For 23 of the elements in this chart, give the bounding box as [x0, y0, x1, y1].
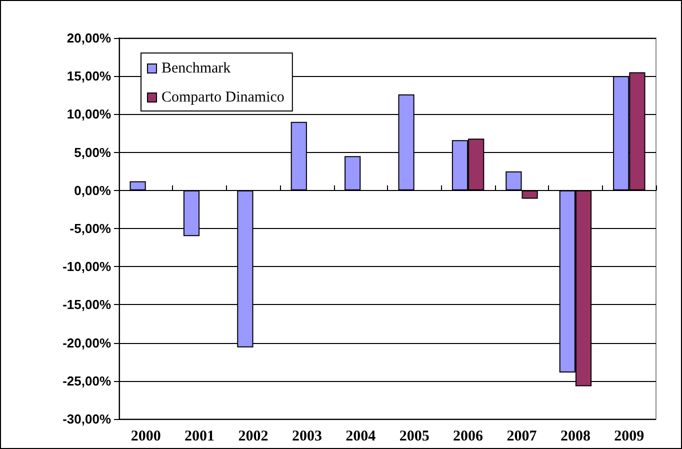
x-tick-label: 2003 [292, 428, 322, 444]
legend-label: Benchmark [162, 60, 232, 76]
x-tick-label: 2007 [506, 428, 538, 444]
y-tick-label: 5,00% [74, 144, 112, 160]
x-tick-label: 2009 [614, 428, 644, 444]
y-tick-label: -15,00% [62, 297, 112, 312]
legend-label: Comparto Dinamico [162, 90, 284, 106]
x-tick-label: 2006 [453, 428, 484, 444]
x-tick-label: 2008 [560, 428, 590, 444]
y-tick-label: 20,00% [66, 30, 112, 46]
x-tick-label: 2002 [238, 428, 268, 444]
y-tick-label: -5,00% [70, 221, 112, 236]
x-tick-label: 2000 [130, 428, 161, 444]
y-tick-label: -25,00% [62, 373, 112, 388]
y-tick-label: 10,00% [66, 106, 112, 122]
y-tick-label: -30,00% [62, 412, 112, 426]
y-tick-label: 0,00% [74, 182, 112, 198]
x-tick-label: 2004 [346, 428, 376, 444]
y-tick-label: -20,00% [62, 335, 112, 350]
x-tick-label: 2005 [399, 428, 430, 444]
y-tick-label: -10,00% [62, 259, 112, 274]
y-tick-label: 15,00% [66, 68, 112, 84]
x-tick-label: 2001 [184, 428, 215, 444]
